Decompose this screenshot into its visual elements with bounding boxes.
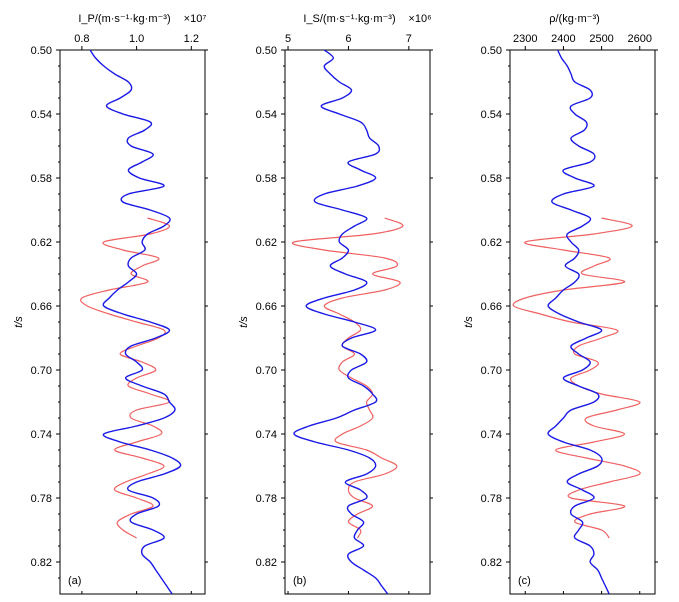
y-tick-label: 0.74: [31, 429, 52, 441]
y-tick-label: 0.74: [256, 429, 277, 441]
x-axis-label: ρ/(kg·m⁻³): [549, 13, 600, 25]
x-axis-label: I_S/(m·s⁻¹·kg·m⁻³): [303, 13, 395, 25]
series-line-blue: [89, 49, 182, 595]
x-tick-label: 0.8: [74, 33, 89, 45]
y-tick-label: 0.50: [481, 45, 502, 57]
y-tick-label: 0.50: [256, 45, 277, 57]
y-tick-label: 0.78: [31, 493, 52, 505]
y-tick-label: 0.70: [481, 365, 502, 377]
y-tick-label: 0.54: [481, 109, 502, 121]
y-tick-label: 0.54: [31, 109, 52, 121]
x-tick-label: 6: [345, 33, 351, 45]
series-line-red: [512, 217, 641, 539]
plot-frame: [284, 49, 431, 595]
x-tick-label: 7: [406, 33, 412, 45]
x-tick-label: 2300: [513, 33, 537, 45]
y-tick-label: 0.78: [481, 493, 502, 505]
y-axis-label: t/s: [13, 316, 25, 328]
x-axis-label: I_P/(m·s⁻¹·kg·m⁻³): [78, 13, 170, 25]
x-tick-label: 1.2: [184, 33, 199, 45]
x-tick-label: 2500: [589, 33, 613, 45]
y-tick-label: 0.58: [31, 173, 52, 185]
panel-a: 0.8 1.0 1.2 0.50 0.54 0.58 0.62 0.66 0.70 0.74 0.7…: [13, 13, 208, 595]
y-tick-label: 0.70: [31, 365, 52, 377]
y-tick-label: 0.70: [256, 365, 277, 377]
x-tick-label: 2600: [627, 33, 651, 45]
panel-label: (a): [68, 575, 81, 587]
y-tick-label: 0.82: [481, 557, 502, 569]
series-line-blue: [293, 49, 389, 595]
y-axis-label: t/s: [238, 316, 250, 328]
panel-b: 5 6 7 0.50 0.54 0.58 0.62 0.66 0.70 0.74 0.78 0.82 I…: [238, 13, 433, 595]
y-tick-label: 0.74: [481, 429, 502, 441]
y-tick-label: 0.58: [481, 173, 502, 185]
y-tick-label: 0.62: [481, 237, 502, 249]
y-tick-label: 0.58: [256, 173, 277, 185]
y-tick-label: 0.50: [31, 45, 52, 57]
panel-label: (c): [518, 575, 531, 587]
y-tick-label: 0.62: [256, 237, 277, 249]
panel-label: (b): [293, 575, 306, 587]
y-tick-label: 0.66: [256, 301, 277, 313]
series-line-blue: [547, 49, 610, 595]
x-scale-note: ×10⁷: [184, 13, 207, 25]
panel-c: 2300 2400 2500 2600 0.50 0.54 0.58 0.62 0.66 0.70…: [463, 13, 658, 595]
y-tick-label: 0.62: [31, 237, 52, 249]
y-tick-label: 0.82: [256, 557, 277, 569]
x-tick-label: 1.0: [129, 33, 144, 45]
x-tick-label: 5: [285, 33, 291, 45]
y-tick-label: 0.66: [31, 301, 52, 313]
y-tick-label: 0.82: [31, 557, 52, 569]
x-scale-note: ×10⁶: [408, 13, 431, 25]
series-line-red: [79, 217, 171, 539]
y-axis-label: t/s: [463, 316, 475, 328]
y-tick-label: 0.54: [256, 109, 277, 121]
y-tick-label: 0.66: [481, 301, 502, 313]
y-tick-label: 0.78: [256, 493, 277, 505]
plot-frame: [59, 49, 206, 595]
series-line-red: [291, 217, 404, 539]
x-tick-label: 2400: [551, 33, 575, 45]
